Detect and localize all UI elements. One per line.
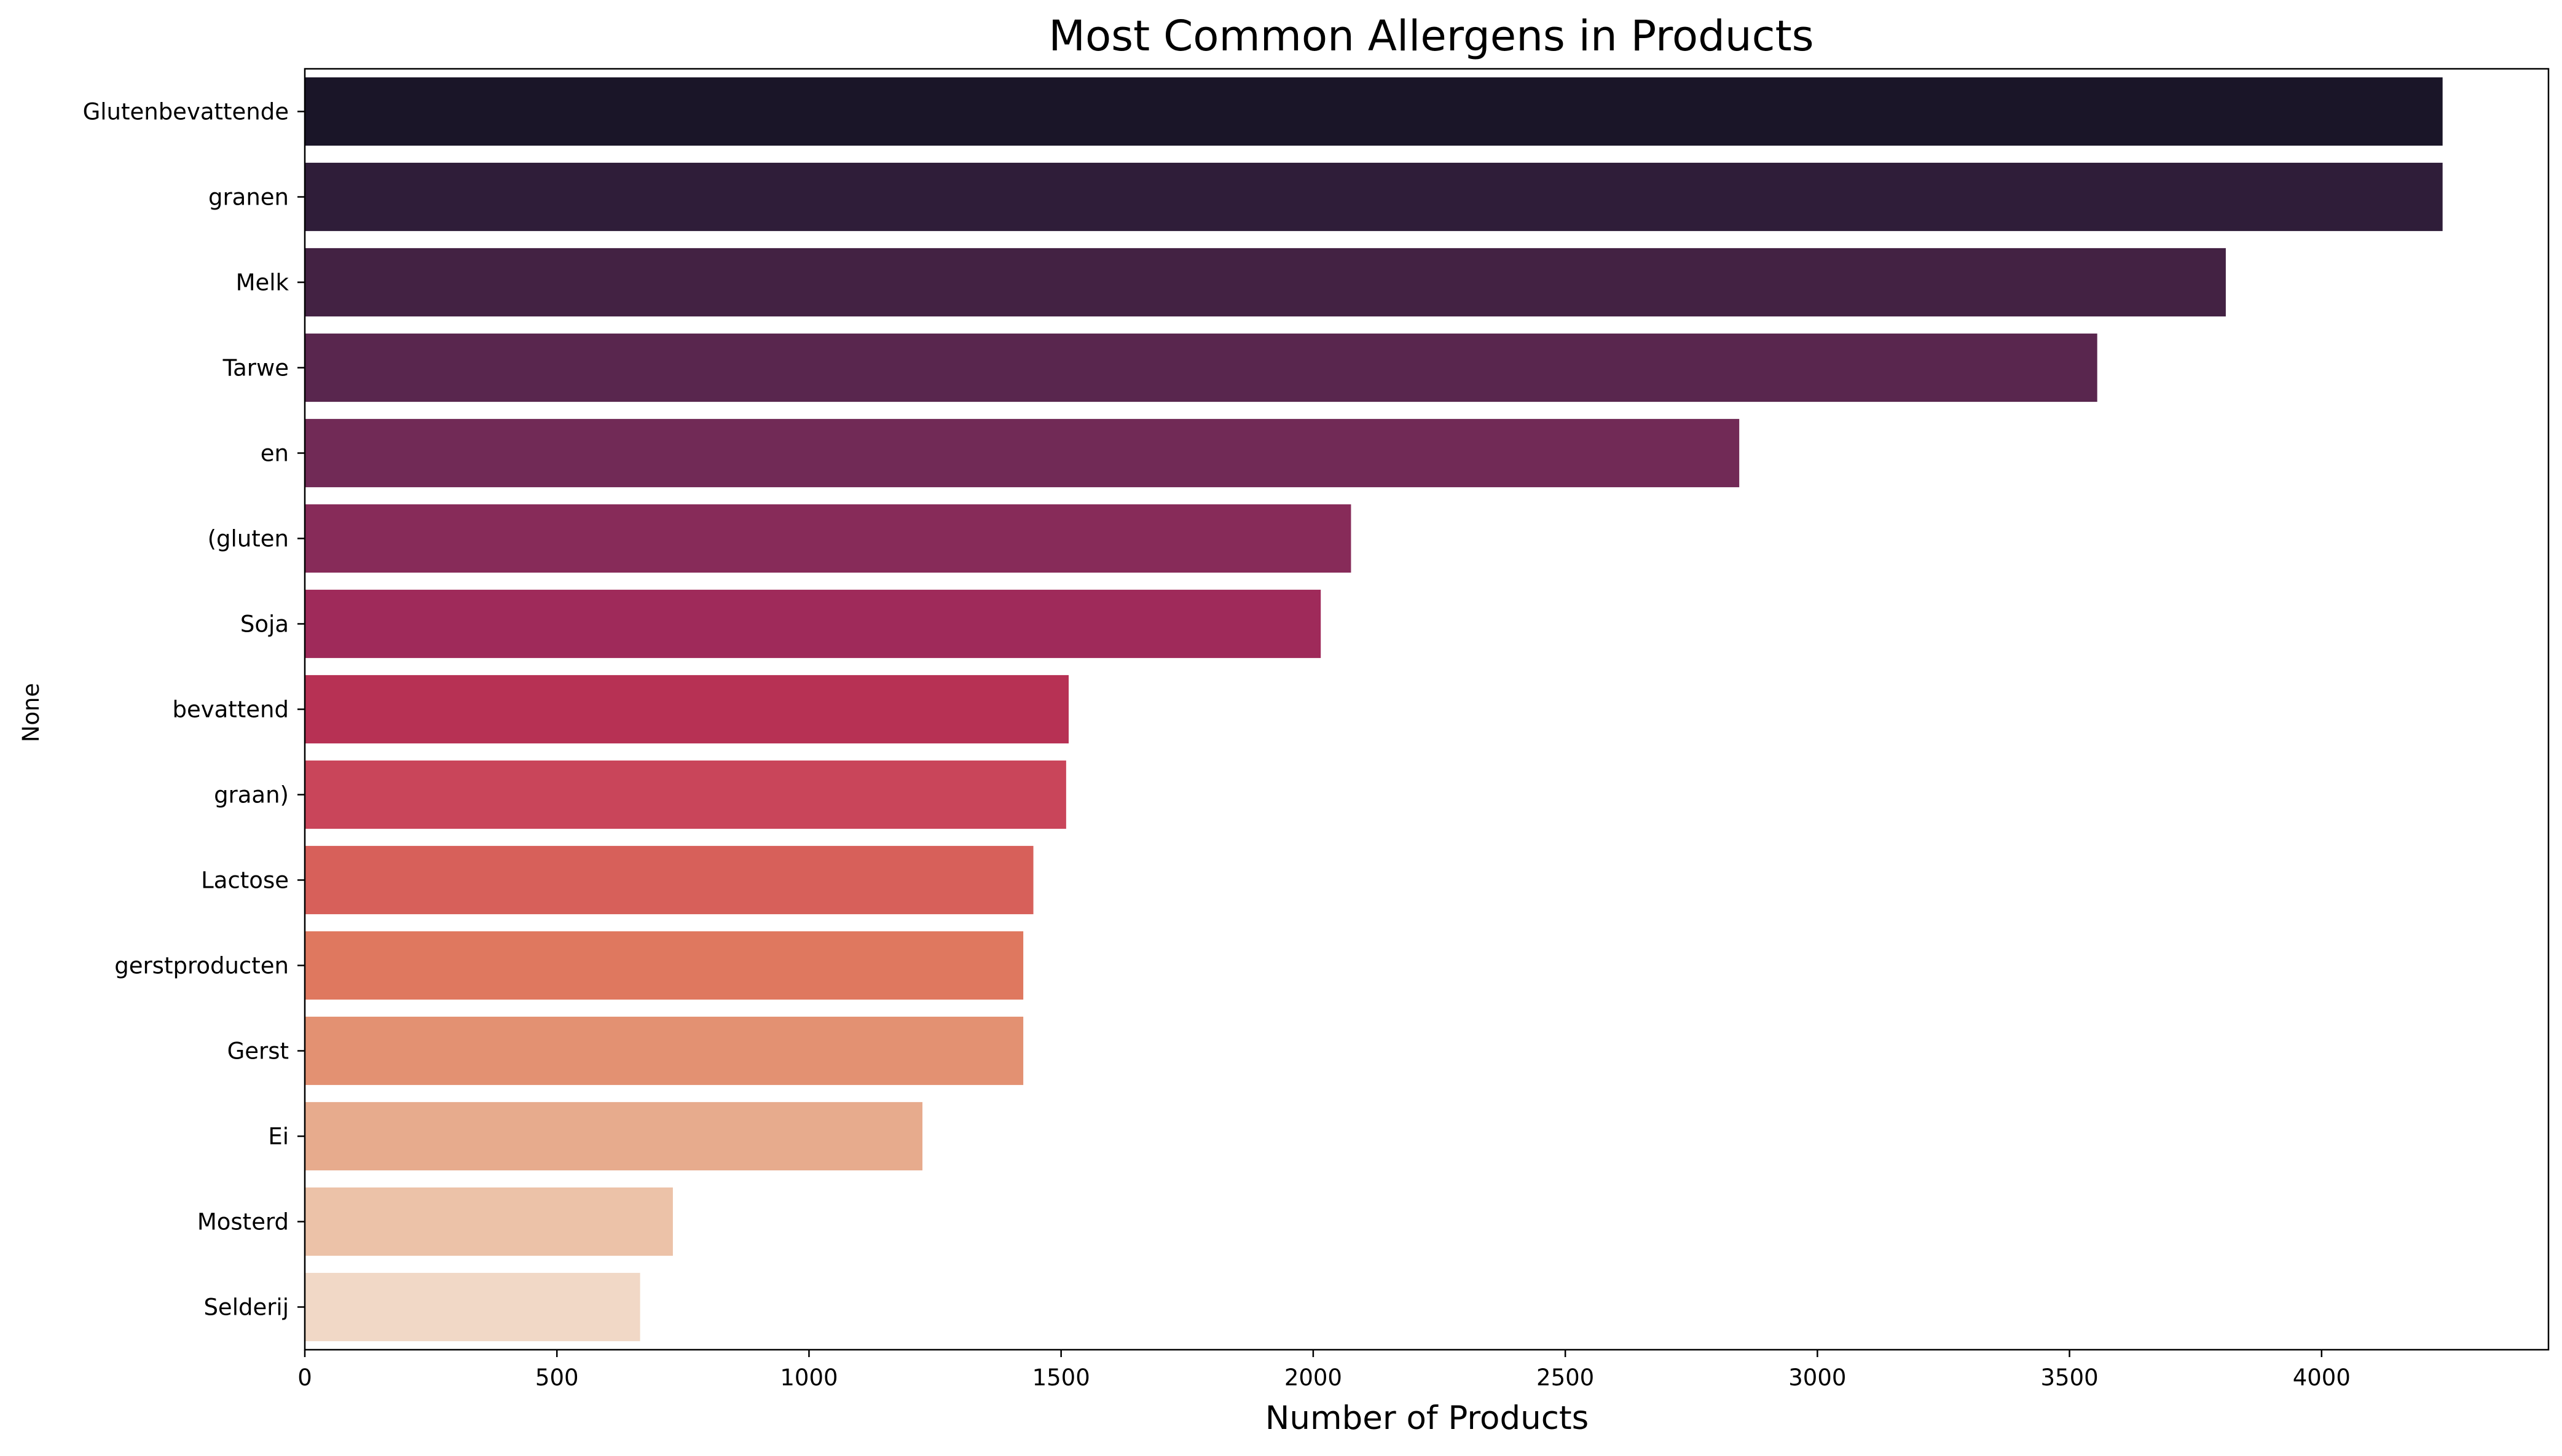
bar-ei (305, 1102, 923, 1171)
bar-lactose (305, 845, 1034, 915)
x-tick-label: 1000 (780, 1364, 838, 1391)
x-axis-label: Number of Products (1265, 1399, 1589, 1437)
bar-gluten (305, 504, 1351, 573)
x-tick-label: 1500 (1032, 1364, 1090, 1391)
x-tick-label: 4000 (2293, 1364, 2351, 1391)
y-tick-label: Lactose (201, 867, 289, 894)
chart-title: Most Common Allergens in Products (1048, 12, 1813, 61)
y-tick-label: Gerst (227, 1038, 289, 1065)
y-axis-label: None (18, 683, 44, 743)
bar-mosterd (305, 1187, 673, 1256)
y-tick-label: (gluten (208, 526, 289, 552)
y-tick-label: bevattend (172, 697, 289, 723)
bar-gerstproducten (305, 931, 1024, 1000)
bar-selderij (305, 1272, 640, 1342)
y-tick-label: granen (208, 184, 289, 211)
y-tick-label: gerstproducten (114, 953, 289, 979)
y-tick-label: graan) (214, 782, 289, 808)
x-tick-label: 2000 (1284, 1364, 1342, 1391)
bar-bevattend (305, 675, 1069, 744)
y-tick-label: Tarwe (222, 355, 289, 382)
y-tick-label: Soja (240, 611, 289, 638)
bar-soja (305, 589, 1321, 659)
bar-tarwe (305, 333, 2097, 402)
bars-group (305, 77, 2443, 1342)
bar-granen (305, 162, 2443, 232)
y-tick-label: Mosterd (197, 1209, 289, 1235)
x-tick-label: 3000 (1788, 1364, 1846, 1391)
y-tick-label: Selderij (203, 1294, 289, 1321)
x-tick-label: 3500 (2040, 1364, 2098, 1391)
y-tick-label: Ei (268, 1124, 289, 1150)
bar-gerst (305, 1016, 1024, 1086)
y-tick-label: en (261, 440, 289, 467)
x-tick-label: 500 (535, 1364, 579, 1391)
x-tick-label: 0 (297, 1364, 312, 1391)
y-axis-ticks: Glutenbevattende granen Melk Tarwe en (gluten… (83, 99, 305, 1321)
bar-melk (305, 248, 2226, 317)
bar-glutenbevattende (305, 77, 2443, 146)
x-tick-label: 2500 (1536, 1364, 1594, 1391)
y-tick-label: Melk (236, 270, 289, 296)
y-tick-label: Glutenbevattende (83, 99, 289, 125)
plot-frame (304, 68, 2550, 1351)
x-axis-ticks: 0 500 1000 1500 2000 2500 3000 3500 4000 (297, 1350, 2351, 1391)
bar-graan (305, 760, 1066, 829)
bar-en (305, 418, 1740, 488)
